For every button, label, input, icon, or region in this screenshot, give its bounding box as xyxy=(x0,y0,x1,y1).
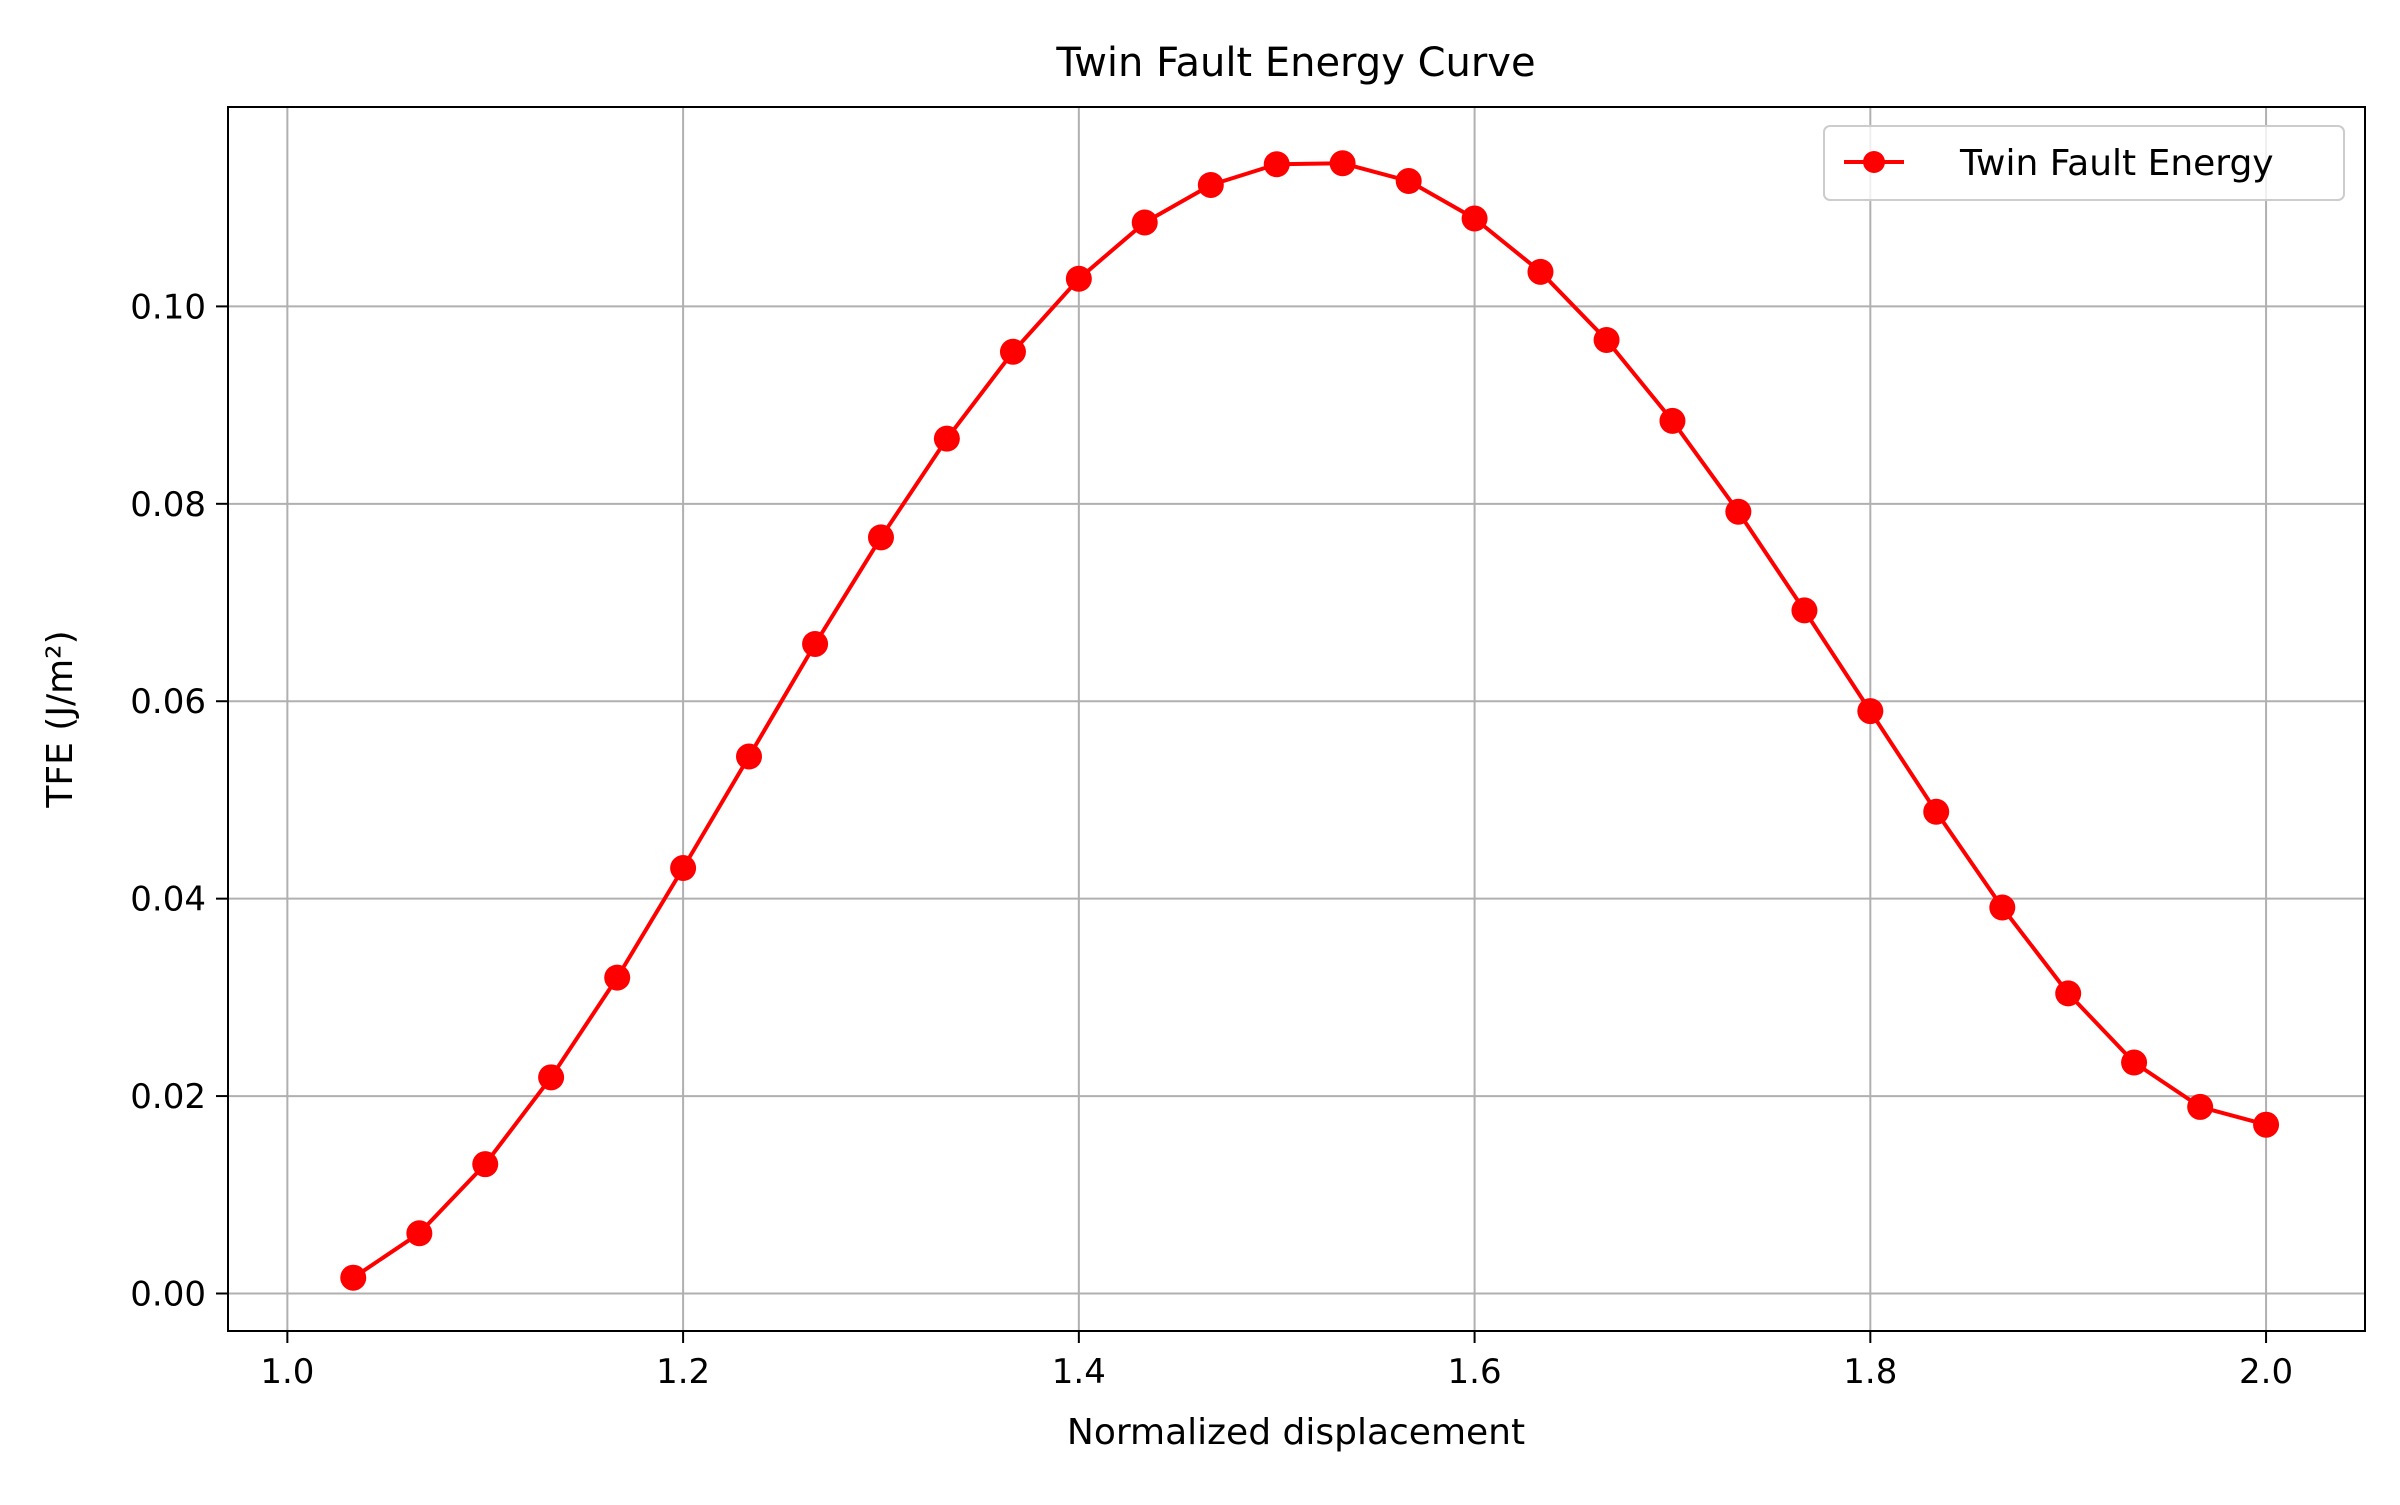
data-point xyxy=(1593,326,1620,353)
y-tick-label: 0.10 xyxy=(130,287,206,327)
data-point xyxy=(999,338,1026,365)
grid xyxy=(228,107,2365,1331)
legend-box xyxy=(1823,125,2345,201)
x-tick-label: 1.0 xyxy=(260,1352,314,1392)
axis-ticks: 1.0 1.2 1.4 1.6 1.8 2.0 0.00 0.02 0.04 0.06 0.08 0.… xyxy=(130,287,2293,1392)
x-tick-label: 1.8 xyxy=(1843,1352,1897,1392)
data-point xyxy=(1065,265,1092,292)
data-point xyxy=(1527,258,1554,285)
data-point xyxy=(933,425,960,452)
series-line xyxy=(352,161,2267,1280)
data-point xyxy=(735,743,762,770)
data-point xyxy=(604,964,631,991)
x-tick-label: 1.4 xyxy=(1052,1352,1106,1392)
x-tick-label: 1.2 xyxy=(656,1352,710,1392)
data-point xyxy=(670,855,697,882)
legend-marker xyxy=(1863,151,1885,173)
data-point xyxy=(1263,151,1290,178)
x-tick-label: 1.6 xyxy=(1448,1352,1502,1392)
x-tick-label: 2.0 xyxy=(2239,1352,2293,1392)
data-point xyxy=(867,524,894,551)
data-point xyxy=(1131,209,1158,236)
data-point xyxy=(340,1264,367,1291)
data-point xyxy=(1725,498,1752,525)
data-point xyxy=(1461,205,1488,232)
data-point xyxy=(472,1151,499,1178)
data-point xyxy=(1659,407,1686,434)
legend: Twin Fault Energy xyxy=(1823,125,2345,201)
series-layer xyxy=(340,150,2280,1291)
data-point xyxy=(802,630,829,657)
data-point xyxy=(1989,894,2016,921)
legend-label: Twin Fault Energy xyxy=(1959,143,2274,184)
data-point xyxy=(2187,1093,2214,1120)
data-point xyxy=(2121,1049,2148,1076)
data-point xyxy=(1329,150,1356,177)
y-tick-label: 0.08 xyxy=(130,485,206,525)
y-tick-label: 0.04 xyxy=(130,880,206,920)
data-point xyxy=(1197,171,1224,198)
data-point xyxy=(1791,597,1818,624)
plot-frame xyxy=(227,106,2366,1332)
data-point xyxy=(2253,1111,2280,1138)
y-tick-label: 0.06 xyxy=(130,682,206,722)
data-point xyxy=(1857,698,1884,725)
data-point xyxy=(406,1220,433,1247)
data-point xyxy=(1923,798,1950,825)
y-axis-label: TFE (J/m²) xyxy=(40,630,81,808)
data-point xyxy=(538,1064,565,1091)
data-point xyxy=(1395,168,1422,195)
y-tick-label: 0.02 xyxy=(130,1077,206,1117)
data-point xyxy=(2055,980,2082,1007)
y-tick-label: 0.00 xyxy=(130,1274,206,1314)
chart-title: Twin Fault Energy Curve xyxy=(1055,40,1535,86)
x-axis-label: Normalized displacement xyxy=(1067,1412,1525,1453)
plot-area xyxy=(228,107,2365,1331)
